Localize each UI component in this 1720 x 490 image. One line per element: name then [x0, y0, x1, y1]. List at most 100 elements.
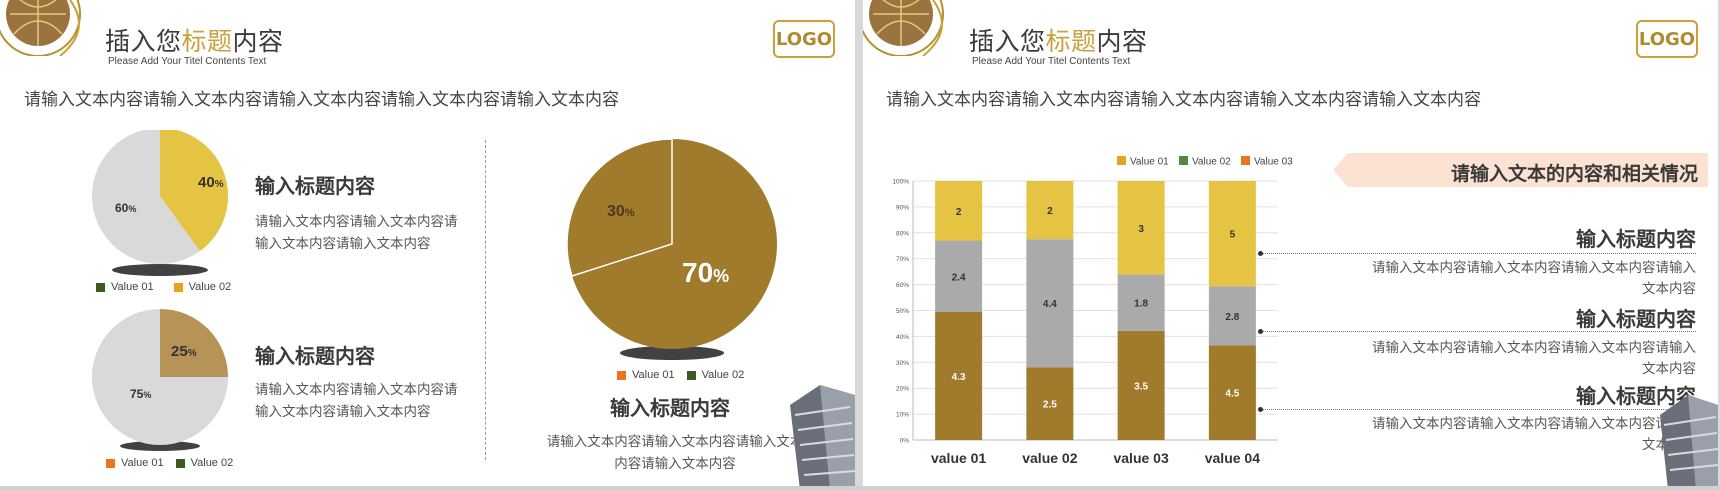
data-label: 2.8 — [1225, 312, 1239, 323]
section2-title: 输入标题内容 — [255, 346, 375, 368]
y-tick-label: 0% — [900, 438, 910, 445]
slide-left: 插入您标题内容 Please Add Your Titel Contents T… — [0, 0, 855, 490]
bar-segment — [1208, 345, 1256, 440]
bar-segment — [1026, 239, 1074, 368]
slide-right: 插入您标题内容 Please Add Your Titel Contents T… — [863, 0, 1718, 490]
banner-text: 请输入文本的内容和相关情况 — [1450, 164, 1698, 185]
legend-swatch — [1117, 156, 1126, 165]
item3-dot — [1258, 407, 1263, 412]
y-tick-label: 60% — [896, 282, 909, 289]
pie3-pct-small: 30 — [607, 203, 625, 220]
pie-chart-1: 40% 60% — [92, 130, 228, 276]
pie-chart-3: 30% 70% — [566, 138, 777, 360]
section2-body: 请输入文本内容请输入文本内容请 输入文本内容请输入文本内容 — [255, 382, 458, 419]
intro-text: 请输入文本内容请输入文本内容请输入文本内容请输入文本内容请输入文本内容 — [24, 90, 619, 109]
bar-segment — [1208, 181, 1256, 287]
legend-swatch — [1241, 156, 1250, 165]
pie-chart-2: 25% 75% — [92, 309, 228, 451]
x-tick-label: value 01 — [931, 450, 986, 466]
x-tick-label: value 04 — [1205, 450, 1260, 466]
item1-body: 请输入文本内容请输入文本内容请输入文本内容请输入 文本内容 — [1372, 260, 1696, 296]
pie2-slice-big — [160, 309, 228, 377]
item3-body: 请输入文本内容请输入文本内容请输入文本内容请输入文本内容 — [1372, 416, 1696, 452]
item2-title: 输入标题内容 — [1576, 309, 1696, 331]
item1-leader-line — [1261, 253, 1696, 254]
item2-leader-line — [1261, 331, 1696, 332]
y-tick-label: 70% — [896, 256, 909, 263]
section1-title: 输入标题内容 — [255, 176, 375, 198]
data-label: 3.5 — [1134, 381, 1148, 392]
bar-segment — [1026, 181, 1074, 240]
data-label: 2.5 — [1043, 400, 1057, 411]
section3-body: 请输入文本内容请输入文本内容请输入文本 内容请输入文本内容 — [546, 434, 804, 471]
svg-text:75%: 75% — [130, 387, 151, 401]
data-label: 4.4 — [1043, 299, 1057, 310]
bottom-bar — [0, 486, 1720, 490]
pie2-legend: Value 01 Value 02 — [106, 457, 233, 469]
banner: 请输入文本的内容和相关情况 — [1333, 153, 1708, 187]
bar-segment — [935, 311, 983, 440]
bar-segment — [1117, 181, 1165, 275]
item3-title: 输入标题内容 — [1576, 386, 1696, 408]
x-tick-label: value 02 — [1022, 450, 1077, 466]
svg-text:25%: 25% — [171, 343, 197, 360]
data-label: 2 — [956, 207, 962, 218]
legend-label: Value 01 — [1130, 157, 1169, 168]
data-label: 2.4 — [952, 272, 966, 283]
item2-body: 请输入文本内容请输入文本内容请输入文本内容请输入 文本内容 — [1372, 340, 1696, 376]
svg-text:70%: 70% — [682, 257, 729, 288]
pie1-pct-big: 40 — [198, 174, 215, 191]
globe-logo-icon — [863, 0, 944, 56]
page-subtitle: Please Add Your Titel Contents Text — [972, 56, 1131, 67]
page-subtitle: Please Add Your Titel Contents Text — [108, 56, 267, 67]
data-label: 3 — [1138, 224, 1144, 235]
svg-text:60%: 60% — [115, 201, 136, 215]
logo-badge: LOGO — [773, 20, 835, 58]
section1-body: 请输入文本内容请输入文本内容请 输入文本内容请输入文本内容 — [255, 214, 458, 251]
logo-badge: LOGO — [1636, 20, 1698, 58]
svg-text:30%: 30% — [607, 203, 635, 220]
bar-segment — [935, 181, 983, 241]
y-tick-label: 40% — [896, 334, 909, 341]
dashed-divider — [485, 140, 486, 460]
pie2-pct-big: 25 — [171, 343, 188, 360]
item3-leader-line — [1261, 409, 1696, 410]
pie3-slice-small — [566, 138, 673, 277]
bar-segment — [1208, 286, 1256, 346]
item1-title: 输入标题内容 — [1576, 229, 1696, 251]
svg-text:40%: 40% — [198, 174, 224, 191]
bar-segment — [935, 240, 983, 312]
legend-label: Value 02 — [1192, 157, 1231, 168]
intro-text: 请输入文本内容请输入文本内容请输入文本内容请输入文本内容请输入文本内容 — [886, 90, 1481, 109]
item2-dot — [1258, 329, 1263, 334]
data-label: 2 — [1047, 206, 1053, 217]
y-tick-label: 80% — [896, 230, 909, 237]
pie2-pct-small: 75 — [130, 387, 144, 401]
item1-dot — [1258, 251, 1263, 256]
globe-logo-icon — [0, 0, 81, 56]
y-tick-label: 20% — [896, 386, 909, 393]
bar-segment — [1117, 274, 1165, 331]
y-tick-label: 50% — [896, 308, 909, 315]
y-tick-label: 30% — [896, 360, 909, 367]
bar-segment — [1117, 330, 1165, 440]
building-image-icon — [790, 385, 855, 490]
legend-swatch — [1179, 156, 1188, 165]
page-title: 插入您标题内容 — [105, 28, 284, 56]
pie3-pct-big: 70 — [682, 257, 713, 288]
data-label: 4.5 — [1225, 389, 1239, 400]
y-tick-label: 10% — [896, 412, 909, 419]
building-image-icon — [1660, 395, 1718, 490]
pie1-slice-big — [160, 130, 228, 251]
page-title: 插入您标题内容 — [969, 28, 1148, 56]
pie1-pct-small: 60 — [115, 201, 129, 215]
y-tick-label: 90% — [896, 204, 909, 211]
pie3-legend: Value 01 Value 02 — [617, 369, 744, 381]
y-tick-label: 100% — [892, 179, 909, 186]
data-label: 5 — [1230, 230, 1236, 241]
x-tick-label: value 03 — [1113, 450, 1168, 466]
data-label: 4.3 — [952, 372, 966, 383]
bar-segment — [1026, 367, 1074, 440]
data-label: 1.8 — [1134, 299, 1148, 310]
section3-title: 输入标题内容 — [610, 398, 730, 420]
